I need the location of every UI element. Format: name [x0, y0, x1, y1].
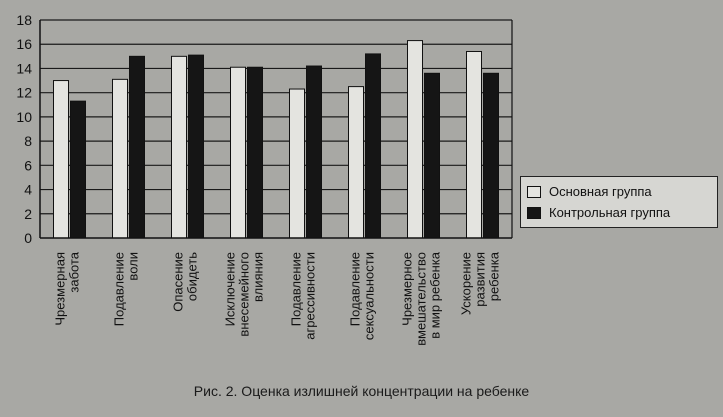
x-tick-line: ребенка — [487, 251, 502, 301]
x-tick-text: Подавлениеволи — [112, 252, 141, 326]
x-tick-text: Подавлениесексуальности — [348, 252, 377, 340]
y-tick-label: 8 — [24, 133, 32, 149]
x-tick-text: Подавлениеагрессивности — [289, 252, 318, 340]
bar-main-group — [348, 86, 364, 239]
x-tick-line: агрессивности — [303, 252, 318, 340]
legend-item-control: Контрольная группа — [527, 202, 711, 223]
x-tick-line: Подавление — [348, 252, 363, 326]
y-tick-label: 10 — [16, 109, 32, 125]
x-tick-label: Подавлениеволи — [112, 252, 141, 326]
x-tick-line: вмешательство — [414, 252, 429, 346]
figure-caption: Рис. 2. Оценка излишней концентрации на … — [193, 383, 530, 399]
bar-control-group — [70, 100, 86, 239]
bar-control-group — [365, 53, 381, 239]
legend-swatch-main — [527, 185, 541, 198]
x-tick-line: обидеть — [185, 252, 200, 301]
x-tick-line: внесемейного — [237, 252, 252, 337]
x-tick-line: Опасение — [171, 252, 186, 312]
x-tick-line: влияния — [251, 252, 266, 302]
x-tick-line: сексуальности — [362, 252, 377, 340]
bar-main-group — [466, 50, 482, 239]
bar-control-group — [247, 66, 263, 239]
gridlines — [40, 19, 512, 215]
x-tick-line: развития — [473, 252, 488, 307]
x-tick-text: Чрезмерноевмешательствов мир ребенка — [400, 251, 443, 345]
y-tick-label: 16 — [16, 36, 32, 52]
bar-main-group — [53, 80, 69, 239]
y-tick-label: 0 — [24, 230, 32, 246]
x-tick-text: Ускорениеразвитияребенка — [459, 251, 502, 315]
bar-main-group — [407, 40, 423, 239]
bar-control-group — [483, 72, 499, 239]
legend-item-main: Основная группа — [527, 181, 711, 202]
legend: Основная группа Контрольная группа — [520, 176, 718, 228]
x-tick-line: забота — [67, 251, 82, 292]
legend-label-control: Контрольная группа — [549, 205, 671, 220]
bar-main-group — [230, 66, 246, 239]
legend-label-main: Основная группа — [549, 184, 652, 199]
legend-swatch-control — [527, 206, 541, 219]
x-tick-label: Подавлениесексуальности — [348, 252, 377, 340]
bar-control-group — [424, 72, 440, 239]
bar-main-group — [112, 78, 128, 239]
x-tick-label: Опасениеобидеть — [171, 252, 200, 312]
x-tick-text: Исключениевнесемейноговлияния — [223, 252, 266, 337]
x-tick-label: Чрезмерноевмешательствов мир ребенка — [400, 251, 443, 345]
x-tick-line: Ускорение — [459, 252, 474, 315]
bar-control-group — [129, 55, 145, 239]
x-tick-line: Чрезмерная — [53, 252, 68, 326]
x-tick-text: Чрезмернаязабота — [53, 251, 82, 325]
y-tick-label: 18 — [16, 12, 32, 28]
bar-main-group — [171, 55, 187, 239]
y-tick-label: 14 — [16, 60, 32, 76]
bar-control-group — [188, 54, 204, 239]
y-tick-label: 4 — [24, 182, 32, 198]
x-tick-line: Подавление — [112, 252, 127, 326]
axes — [39, 20, 513, 239]
x-tick-line: Подавление — [289, 252, 304, 326]
x-tick-labels: Чрезмернаязабота Подавлениеволи Опасениеоб… — [53, 251, 502, 345]
x-tick-line: Исключение — [223, 252, 238, 326]
x-tick-label: Чрезмернаязабота — [53, 251, 82, 325]
bars — [53, 40, 499, 239]
y-tick-label: 6 — [24, 157, 32, 173]
x-tick-label: Исключениевнесемейноговлияния — [223, 252, 266, 337]
x-tick-label: Ускорениеразвитияребенка — [459, 251, 502, 315]
bar-main-group — [289, 88, 305, 239]
x-tick-text: Опасениеобидеть — [171, 252, 200, 312]
x-tick-line: Чрезмерное — [400, 252, 415, 326]
y-tick-label: 2 — [24, 206, 32, 222]
y-tick-labels: 0 2 4 6 8 10 12 14 16 18 — [16, 12, 32, 246]
x-tick-label: Подавлениеагрессивности — [289, 252, 318, 340]
bar-chart: 0 2 4 6 8 10 12 14 16 18 Чрезмернаязабота Подавлен… — [16, 12, 513, 346]
y-tick-label: 12 — [16, 85, 32, 101]
x-tick-line: в мир ребенка — [428, 251, 443, 339]
x-tick-line: воли — [126, 252, 141, 281]
bar-control-group — [306, 65, 322, 239]
